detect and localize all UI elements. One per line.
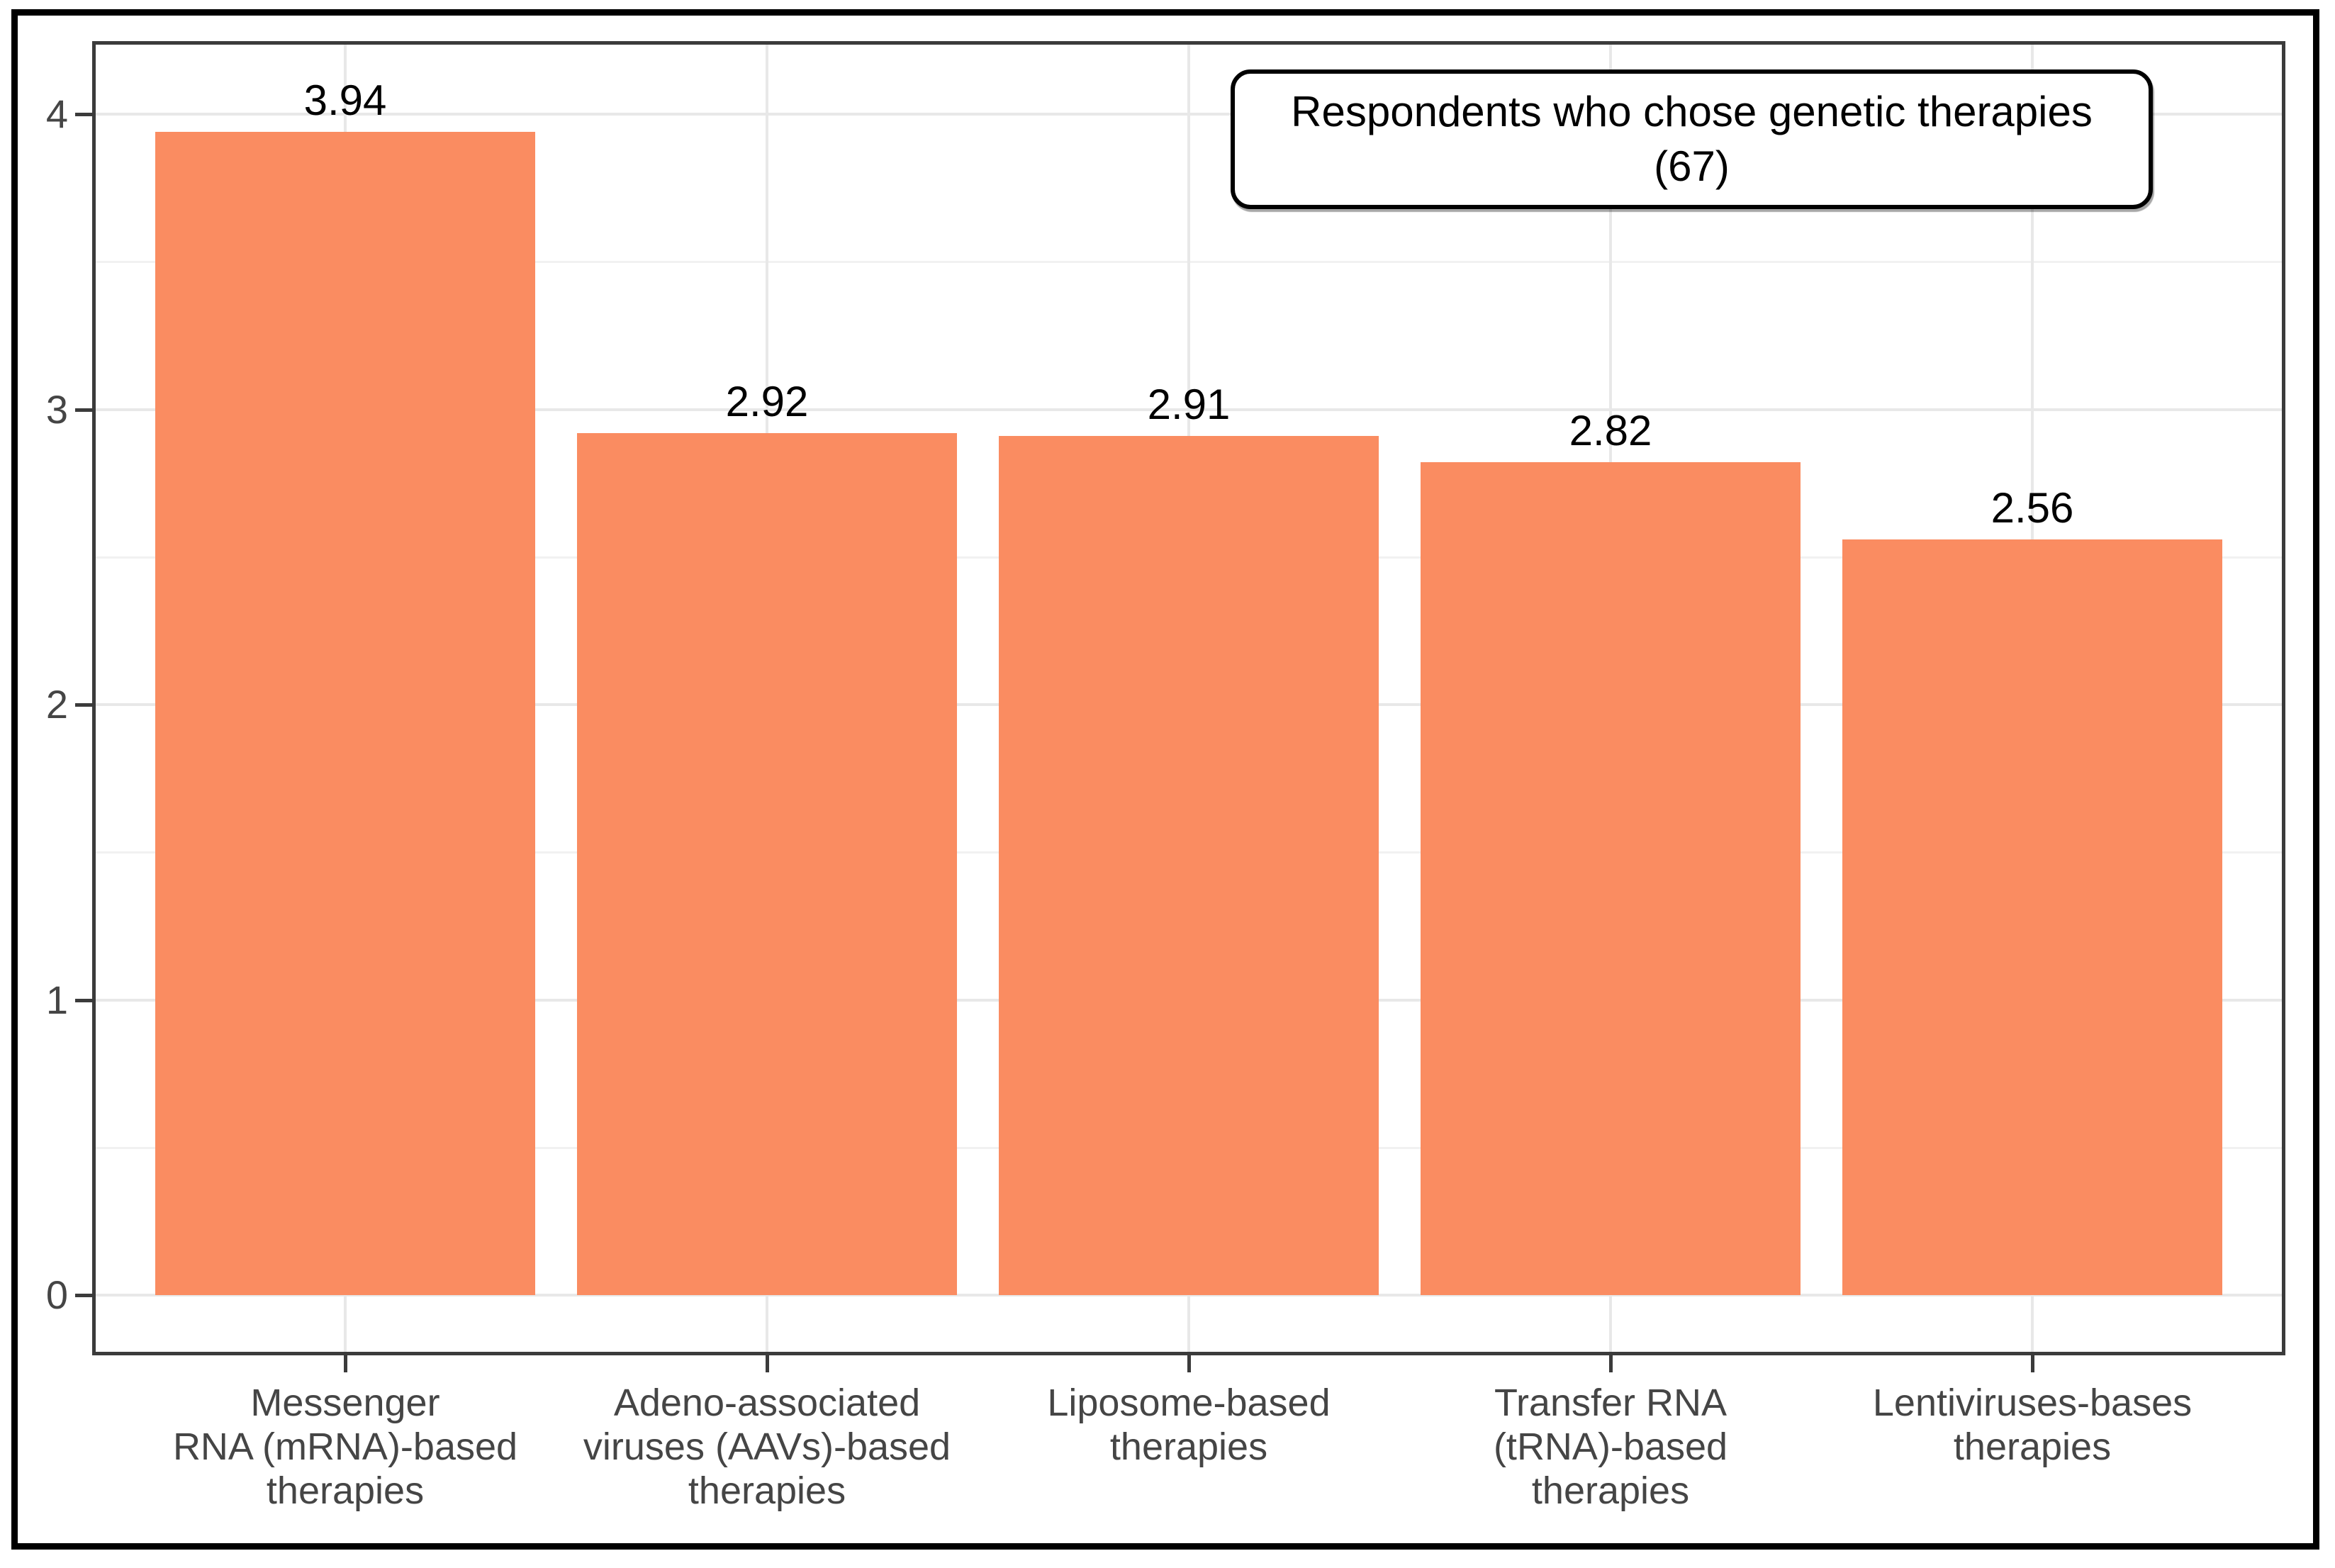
x-tick-mark	[344, 1355, 347, 1372]
x-tick-label-line: RNA (mRNA)-based	[172, 1426, 518, 1468]
x-tick-mark	[1609, 1355, 1613, 1372]
y-tick-mark	[75, 1294, 92, 1297]
x-tick-mark	[766, 1355, 769, 1372]
y-tick-label: 3	[45, 386, 68, 432]
bar-value-label: 2.92	[725, 378, 809, 425]
y-tick-label: 4	[45, 91, 68, 136]
y-tick-label: 2	[45, 682, 68, 727]
x-tick-label: Adeno-associated viruses (AAVs)-based ther…	[519, 1381, 1015, 1513]
y-tick-mark	[75, 998, 92, 1002]
x-tick-label: Transfer RNA (tRNA)-based therapies	[1362, 1381, 1859, 1513]
x-tick-label-line: therapies	[688, 1469, 846, 1512]
y-tick-mark	[75, 703, 92, 707]
x-tick-label-line: Transfer RNA	[1494, 1382, 1728, 1424]
bar-value-label: 2.56	[1990, 484, 2074, 532]
y-tick-mark	[75, 408, 92, 412]
x-tick-label-line: Lentiviruses-bases	[1872, 1382, 2193, 1424]
x-tick-label-line: Adeno-associated	[613, 1382, 921, 1424]
x-tick-mark	[2031, 1355, 2034, 1372]
legend-box: Respondents who chose genetic therapies …	[1231, 69, 2153, 209]
bars-layer: 3.94 2.92 2.91 2.82 2.56	[92, 41, 2285, 1355]
bar-value-label: 3.94	[303, 77, 387, 124]
x-tick-label-line: therapies	[1531, 1469, 1690, 1512]
x-tick-label: Messenger RNA (mRNA)-based therapies	[97, 1381, 593, 1513]
x-tick-label-line: therapies	[1109, 1426, 1268, 1468]
bar	[1421, 462, 1801, 1295]
x-tick-label: Liposome-based therapies	[941, 1381, 1437, 1469]
bar-value-label: 2.82	[1569, 407, 1652, 454]
x-tick-label: Lentiviruses-bases therapies	[1784, 1381, 2280, 1469]
bar	[1842, 539, 2222, 1295]
x-tick-label-line: therapies	[1953, 1426, 2112, 1468]
bar	[577, 433, 957, 1295]
bar	[999, 436, 1379, 1295]
x-tick-label-line: viruses (AAVs)-based	[583, 1426, 951, 1468]
x-tick-mark	[1187, 1355, 1191, 1372]
bar-value-label: 2.91	[1147, 381, 1231, 428]
x-tick-label-line: Messenger	[250, 1382, 440, 1424]
y-tick-label: 0	[45, 1272, 68, 1317]
y-tick-mark	[75, 113, 92, 116]
x-tick-label-line: Liposome-based	[1047, 1382, 1331, 1424]
bar	[155, 132, 535, 1295]
legend-count: (67)	[1654, 142, 1730, 190]
x-tick-label-line: (tRNA)-based	[1493, 1426, 1728, 1468]
x-tick-label-line: therapies	[266, 1469, 425, 1512]
legend-title: Respondents who chose genetic therapies	[1291, 88, 2093, 136]
y-tick-label: 1	[45, 977, 68, 1022]
